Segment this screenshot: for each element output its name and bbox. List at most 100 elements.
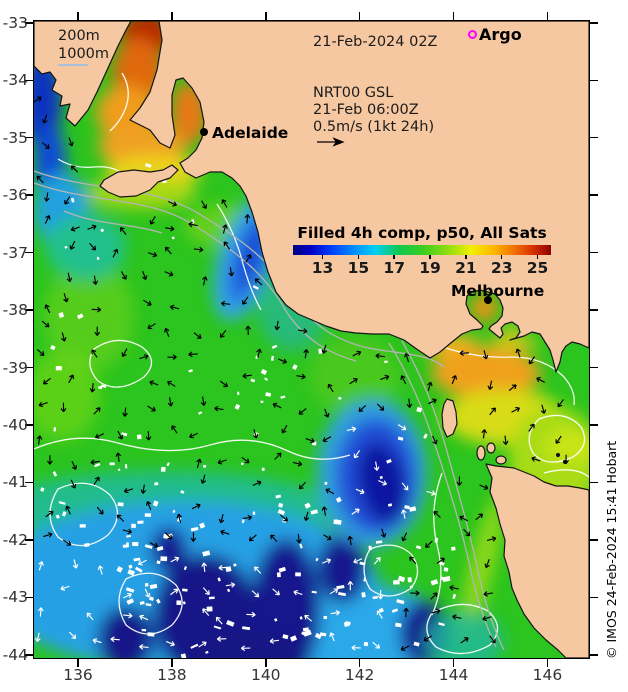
lon-label: 138 xyxy=(157,666,187,684)
lat-label: -43 xyxy=(2,588,28,607)
model-info-block: NRT00 GSL 21-Feb 06:00Z 0.5m/s (1kt 24h) xyxy=(313,85,434,136)
map-canvas xyxy=(33,20,590,659)
bass-islet xyxy=(555,452,561,458)
model-name: NRT00 GSL xyxy=(313,85,394,101)
land xyxy=(34,21,589,658)
colorbar-title: Filled 4h comp, p50, All Sats xyxy=(297,224,547,242)
argo-float-icon xyxy=(468,30,477,39)
lat-tick xyxy=(25,79,33,81)
three-hummock-island xyxy=(486,442,496,454)
lat-tick-right xyxy=(590,309,598,311)
lon-tick-top xyxy=(171,12,173,20)
lon-tick xyxy=(452,659,455,667)
kangaroo-island xyxy=(99,164,179,198)
lat-label: -33 xyxy=(2,13,28,32)
lat-tick xyxy=(25,654,33,656)
vector-scale-arrow xyxy=(317,137,345,147)
lat-tick-right xyxy=(590,366,598,369)
sst-field xyxy=(34,21,589,658)
vector-scale-label: 0.5m/s (1kt 24h) xyxy=(313,119,435,135)
lat-tick xyxy=(25,22,33,24)
lat-tick-right xyxy=(590,136,598,139)
lat-tick-right xyxy=(590,22,598,24)
depth-legend-200m: 200m xyxy=(58,28,100,44)
colorbar-tick-label: 21 xyxy=(455,259,477,277)
king-island xyxy=(441,398,458,438)
lat-tick xyxy=(25,251,33,254)
lat-tick xyxy=(25,539,33,541)
argo-legend-label: Argo xyxy=(479,25,522,44)
lat-tick xyxy=(25,366,33,369)
lon-tick-top xyxy=(452,12,455,20)
lon-label: 146 xyxy=(532,666,563,684)
lon-tick xyxy=(265,659,267,667)
lat-tick xyxy=(25,136,33,139)
lat-label: -35 xyxy=(2,128,28,147)
lat-tick xyxy=(25,424,33,426)
lat-tick xyxy=(25,481,33,484)
lat-tick-right xyxy=(590,596,598,599)
melbourne-label: Melbourne xyxy=(451,282,545,300)
lat-label: -44 xyxy=(2,645,28,664)
colorbar-tick xyxy=(393,255,395,259)
lat-label: -34 xyxy=(2,71,28,90)
colorbar-tick-label: 25 xyxy=(526,259,549,277)
lat-tick-right xyxy=(590,251,598,254)
colorbar-tick-label: 17 xyxy=(383,259,405,277)
lat-tick xyxy=(25,194,33,196)
tasmania xyxy=(485,463,589,658)
colorbar-tick-label: 13 xyxy=(311,259,334,277)
lon-label: 142 xyxy=(344,666,375,684)
lat-tick-right xyxy=(590,654,598,656)
lat-tick-right xyxy=(590,424,598,426)
lon-label: 136 xyxy=(63,666,93,684)
lat-tick-right xyxy=(590,194,598,196)
melbourne-dot xyxy=(484,296,492,304)
colorbar-tick-label: 15 xyxy=(347,259,370,277)
adelaide-dot xyxy=(200,128,208,136)
credit-text: © IMOS 24-Feb-2024 15:41 Hobart xyxy=(604,440,619,659)
lat-label: -37 xyxy=(2,243,28,262)
adelaide-label: Adelaide xyxy=(212,124,289,142)
lon-tick-top xyxy=(77,12,79,20)
lat-label: -41 xyxy=(2,473,28,492)
lat-tick-right xyxy=(590,481,598,484)
lat-tick xyxy=(25,596,33,599)
lon-tick xyxy=(358,659,361,667)
colorbar-tick xyxy=(429,255,431,259)
colorbar-tick-label: 19 xyxy=(419,259,441,277)
hunter-island xyxy=(476,445,486,461)
robbins-island xyxy=(495,455,507,465)
lon-label: 140 xyxy=(250,666,281,684)
mainland xyxy=(34,21,589,373)
lon-tick-top xyxy=(358,12,361,20)
lon-tick-top xyxy=(265,12,267,20)
cloud-speckles xyxy=(40,148,457,658)
lat-tick-right xyxy=(590,539,598,541)
colorbar-gradient xyxy=(293,245,551,255)
lat-label: -39 xyxy=(2,358,28,377)
model-time: 21-Feb 06:00Z xyxy=(313,102,419,118)
lon-tick-top xyxy=(546,12,549,20)
colorbar-tick xyxy=(536,255,539,259)
lon-label: 144 xyxy=(438,666,469,684)
lat-tick-right xyxy=(590,79,598,81)
current-vectors xyxy=(34,96,569,652)
lat-label: -42 xyxy=(2,530,28,549)
colorbar-tick xyxy=(321,255,324,259)
lon-tick xyxy=(546,659,549,667)
depth-legend-1000m: 1000m xyxy=(58,46,110,62)
map-datetime: 21-Feb-2024 02Z xyxy=(313,34,438,50)
depth-contour-sample-line xyxy=(58,64,88,66)
lat-tick xyxy=(25,309,33,311)
colorbar-tick-label: 23 xyxy=(490,259,513,277)
lat-label: -40 xyxy=(2,415,28,434)
lon-tick xyxy=(171,659,173,667)
lon-tick xyxy=(77,659,79,667)
colorbar-tick xyxy=(500,255,503,259)
lat-label: -38 xyxy=(2,301,28,320)
colorbar-tick xyxy=(357,255,360,259)
lat-label: -36 xyxy=(2,186,28,205)
colorbar-tick xyxy=(465,255,467,259)
